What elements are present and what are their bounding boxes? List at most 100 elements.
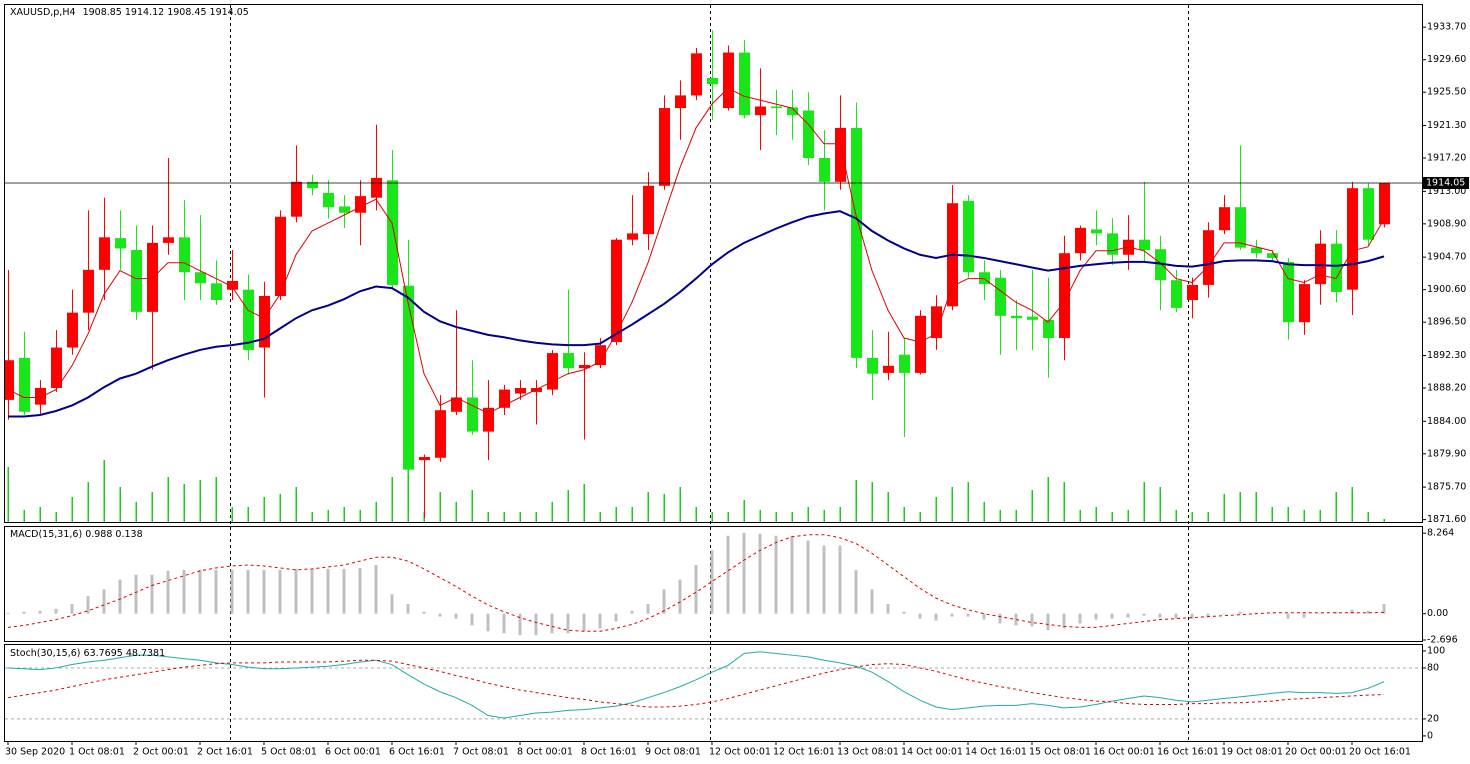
candle-body bbox=[691, 53, 702, 96]
macd-plot bbox=[6, 532, 1386, 636]
macd-bar bbox=[918, 613, 922, 619]
macd-bar bbox=[182, 569, 186, 614]
symbol: XAUUSD,p,H4 bbox=[10, 7, 76, 18]
volume-bar bbox=[375, 502, 377, 522]
macd-title: MACD(15,31,6) 0.988 0.138 bbox=[10, 529, 143, 540]
macd-bar bbox=[1094, 613, 1098, 620]
macd-bar bbox=[1382, 604, 1386, 614]
candle-body bbox=[1027, 316, 1038, 320]
macd-bar bbox=[1174, 613, 1178, 619]
y-tick-label: 1888.20 bbox=[1427, 382, 1466, 393]
macd-bar bbox=[806, 540, 810, 614]
candle-body bbox=[115, 238, 126, 249]
macd-bar bbox=[54, 608, 58, 614]
candle-body bbox=[451, 397, 462, 412]
volume-bar bbox=[727, 512, 729, 522]
candle-body bbox=[467, 397, 478, 432]
stoch-plot bbox=[5, 651, 1422, 720]
x-tick-label: 14 Oct 00:01 bbox=[901, 747, 963, 758]
macd-bar bbox=[278, 569, 282, 614]
candle-body bbox=[1315, 243, 1326, 285]
macd-bar bbox=[6, 612, 10, 614]
x-tick-label: 16 Oct 16:01 bbox=[1157, 747, 1219, 758]
candle-body bbox=[371, 177, 382, 198]
macd-bar bbox=[678, 579, 682, 614]
candle-body bbox=[499, 389, 510, 408]
macd-bar bbox=[438, 613, 442, 617]
volume-bar bbox=[1095, 507, 1097, 522]
macd-bar bbox=[118, 579, 122, 614]
period-separators bbox=[230, 5, 1189, 741]
volume-bar bbox=[839, 507, 841, 522]
candle-body bbox=[643, 185, 654, 235]
macd-bar bbox=[1078, 613, 1082, 624]
volume-bar bbox=[519, 512, 521, 522]
x-tick-label: 15 Oct 08:01 bbox=[1029, 747, 1091, 758]
volume-bar bbox=[1335, 492, 1337, 522]
volume-bar bbox=[487, 512, 489, 522]
candle-body bbox=[355, 196, 366, 213]
macd-bar bbox=[166, 570, 170, 614]
volume-bar bbox=[1383, 519, 1385, 522]
candle-body bbox=[51, 347, 62, 388]
volume-bar bbox=[439, 492, 441, 522]
macd-bar bbox=[582, 613, 586, 632]
macd-bar bbox=[534, 613, 538, 636]
volume-bar bbox=[23, 510, 25, 522]
macd-name: MACD(15,31,6) bbox=[10, 529, 82, 540]
macd-value: 0.988 bbox=[85, 529, 112, 540]
x-tick-label: 2 Oct 00:01 bbox=[133, 747, 189, 758]
candle-body bbox=[419, 456, 430, 461]
candle-body bbox=[963, 200, 974, 273]
candle-body bbox=[163, 237, 174, 243]
candle-body bbox=[515, 387, 526, 394]
y-tick-label: 1871.60 bbox=[1427, 514, 1466, 525]
macd-bar bbox=[886, 603, 890, 614]
volume-bar bbox=[279, 494, 281, 522]
macd-bar bbox=[406, 603, 410, 614]
macd-bar bbox=[630, 610, 634, 614]
volume-bar bbox=[199, 480, 201, 522]
volume-bar bbox=[807, 507, 809, 522]
volume-bar bbox=[1159, 487, 1161, 522]
candle-body bbox=[1235, 207, 1246, 248]
volume-bar bbox=[983, 502, 985, 522]
candle-body bbox=[1011, 315, 1022, 319]
candle-body bbox=[931, 306, 942, 339]
volume-bar bbox=[919, 512, 921, 522]
candle-body bbox=[883, 365, 894, 373]
macd-bar bbox=[646, 603, 650, 614]
macd-bar bbox=[470, 613, 474, 626]
open: 1908.85 bbox=[83, 7, 122, 18]
candle-body bbox=[99, 237, 110, 270]
candle-body bbox=[723, 52, 734, 109]
volume-bar bbox=[311, 512, 313, 522]
volume-bar bbox=[119, 487, 121, 522]
x-tick-label: 8 Oct 00:01 bbox=[517, 747, 573, 758]
candle-body bbox=[1379, 183, 1390, 225]
candle-body bbox=[595, 345, 606, 365]
volume-bar bbox=[967, 482, 969, 522]
candle-body bbox=[1075, 227, 1086, 254]
macd-bar bbox=[694, 565, 698, 614]
macd-bar bbox=[1142, 613, 1146, 616]
volume-bar bbox=[1287, 507, 1289, 522]
candle-body bbox=[675, 95, 686, 109]
candle-body bbox=[851, 127, 862, 358]
volume-bar bbox=[791, 512, 793, 522]
macd-bar bbox=[390, 594, 394, 614]
macd-bar bbox=[294, 568, 298, 614]
candle-body bbox=[915, 315, 926, 373]
macd-bar bbox=[934, 613, 938, 621]
macd-bar bbox=[1062, 613, 1066, 629]
candle-body bbox=[1299, 284, 1310, 323]
volume-bar bbox=[1239, 492, 1241, 522]
macd-bar bbox=[22, 611, 26, 614]
candle-body bbox=[563, 353, 574, 369]
volume-bar bbox=[39, 507, 41, 522]
candle-body bbox=[83, 269, 94, 313]
candle-body bbox=[195, 272, 206, 284]
volume-bar bbox=[759, 510, 761, 522]
macd-bar bbox=[662, 589, 666, 614]
